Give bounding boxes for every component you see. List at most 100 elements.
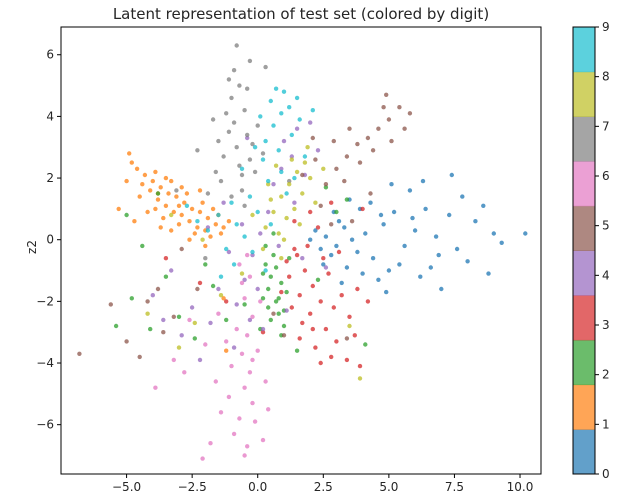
data-point-digit-0 (449, 172, 454, 178)
data-point-digit-8 (281, 237, 287, 242)
data-point-digit-0 (412, 228, 418, 233)
data-point-digit-2 (271, 231, 276, 236)
y-axis-label: z2 (25, 240, 39, 254)
data-point-digit-0 (428, 265, 433, 270)
data-point-digit-7 (216, 138, 221, 144)
data-point-digit-9 (268, 98, 273, 104)
x-tick-label: 0.0 (248, 480, 267, 494)
colorbar-tick-label: 3 (602, 318, 610, 332)
data-point-digit-4 (247, 317, 253, 323)
data-point-digit-6 (263, 379, 268, 384)
data-point-digit-4 (226, 249, 232, 255)
data-point-digit-4 (197, 357, 203, 363)
data-point-digit-2 (263, 262, 268, 267)
data-point-digit-8 (297, 222, 302, 227)
data-point-digit-4 (289, 154, 294, 159)
data-point-digit-1 (150, 178, 155, 184)
data-point-digit-9 (242, 234, 247, 239)
data-point-digit-3 (297, 293, 302, 298)
data-point-digit-2 (266, 305, 271, 310)
data-point-digit-8 (250, 212, 255, 218)
data-point-digit-9 (216, 212, 221, 218)
data-point-digit-2 (276, 311, 281, 316)
data-point-digit-2 (260, 296, 266, 301)
data-point-digit-6 (231, 431, 237, 437)
data-point-digit-7 (234, 145, 239, 150)
data-point-digit-7 (242, 108, 247, 113)
data-point-digit-5 (281, 333, 287, 338)
data-point-digit-7 (231, 120, 237, 125)
data-point-digit-1 (184, 191, 190, 196)
data-point-digit-3 (163, 256, 169, 261)
data-point-digit-7 (229, 95, 234, 101)
data-point-digit-3 (310, 326, 315, 332)
data-point-digit-0 (439, 286, 444, 292)
data-point-digit-7 (229, 194, 234, 199)
data-point-digit-9 (297, 117, 302, 122)
data-point-digit-6 (250, 314, 255, 319)
data-point-digit-3 (318, 299, 323, 304)
data-point-digit-9 (281, 89, 287, 94)
data-point-digit-3 (292, 219, 297, 224)
data-point-digit-7 (287, 178, 292, 184)
data-point-digit-4 (242, 277, 247, 282)
data-point-digit-9 (263, 138, 268, 144)
data-point-digit-1 (197, 188, 203, 193)
data-point-digit-4 (323, 265, 329, 270)
colorbar-segment-4 (573, 250, 595, 296)
colorbar-tick-label: 0 (602, 467, 610, 481)
data-point-digit-1 (158, 225, 163, 230)
data-point-digit-0 (336, 219, 342, 224)
data-point-digit-0 (368, 200, 373, 205)
data-point-digit-7 (239, 188, 245, 193)
data-point-digit-9 (284, 191, 289, 196)
data-point-digit-4 (245, 135, 250, 141)
data-point-digit-9 (239, 166, 245, 171)
data-point-digit-7 (210, 117, 216, 122)
data-point-digit-0 (349, 237, 355, 242)
data-point-digit-1 (134, 166, 140, 171)
data-point-digit-1 (174, 194, 179, 199)
data-point-digit-2 (268, 317, 273, 323)
data-point-digit-5 (318, 203, 323, 208)
data-point-digit-1 (182, 200, 187, 205)
data-point-digit-7 (260, 151, 266, 156)
data-point-digit-9 (184, 203, 190, 208)
colorbar-segment-6 (573, 161, 595, 207)
data-point-digit-5 (195, 286, 200, 292)
data-point-digit-7 (221, 154, 226, 159)
data-point-digit-9 (289, 132, 294, 138)
data-point-digit-1 (163, 203, 169, 208)
data-point-digit-5 (155, 286, 161, 292)
data-point-digit-8 (302, 160, 308, 165)
y-tick-label: 4 (46, 109, 54, 123)
data-point-digit-3 (308, 209, 313, 215)
data-point-digit-4 (234, 302, 239, 307)
data-point-digit-8 (263, 225, 268, 230)
data-point-digit-3 (355, 286, 360, 292)
data-point-digit-3 (318, 360, 323, 366)
data-point-digit-4 (266, 209, 271, 215)
data-point-digit-5 (329, 222, 334, 227)
colorbar-tick-label: 1 (602, 417, 610, 431)
data-point-digit-6 (171, 357, 176, 363)
data-point-digit-1 (158, 185, 163, 190)
data-point-digit-1 (132, 219, 137, 224)
data-point-digit-1 (187, 237, 192, 242)
data-point-digit-9 (310, 108, 315, 113)
data-point-digit-5 (108, 302, 114, 307)
data-point-digit-5 (179, 246, 184, 252)
colorbar-tick-label: 8 (602, 70, 610, 84)
data-point-digit-2 (129, 296, 134, 301)
data-point-digit-8 (347, 323, 352, 329)
data-point-digit-4 (231, 345, 237, 350)
x-tick-label: 2.5 (314, 480, 333, 494)
data-point-digit-3 (294, 252, 300, 258)
data-point-digit-7 (231, 68, 237, 73)
data-point-digit-0 (378, 212, 384, 218)
data-point-digit-1 (187, 219, 192, 224)
data-point-digit-8 (192, 320, 197, 326)
colorbar-segment-7 (573, 116, 595, 162)
data-point-digit-3 (287, 274, 292, 279)
data-point-digit-9 (258, 114, 263, 119)
